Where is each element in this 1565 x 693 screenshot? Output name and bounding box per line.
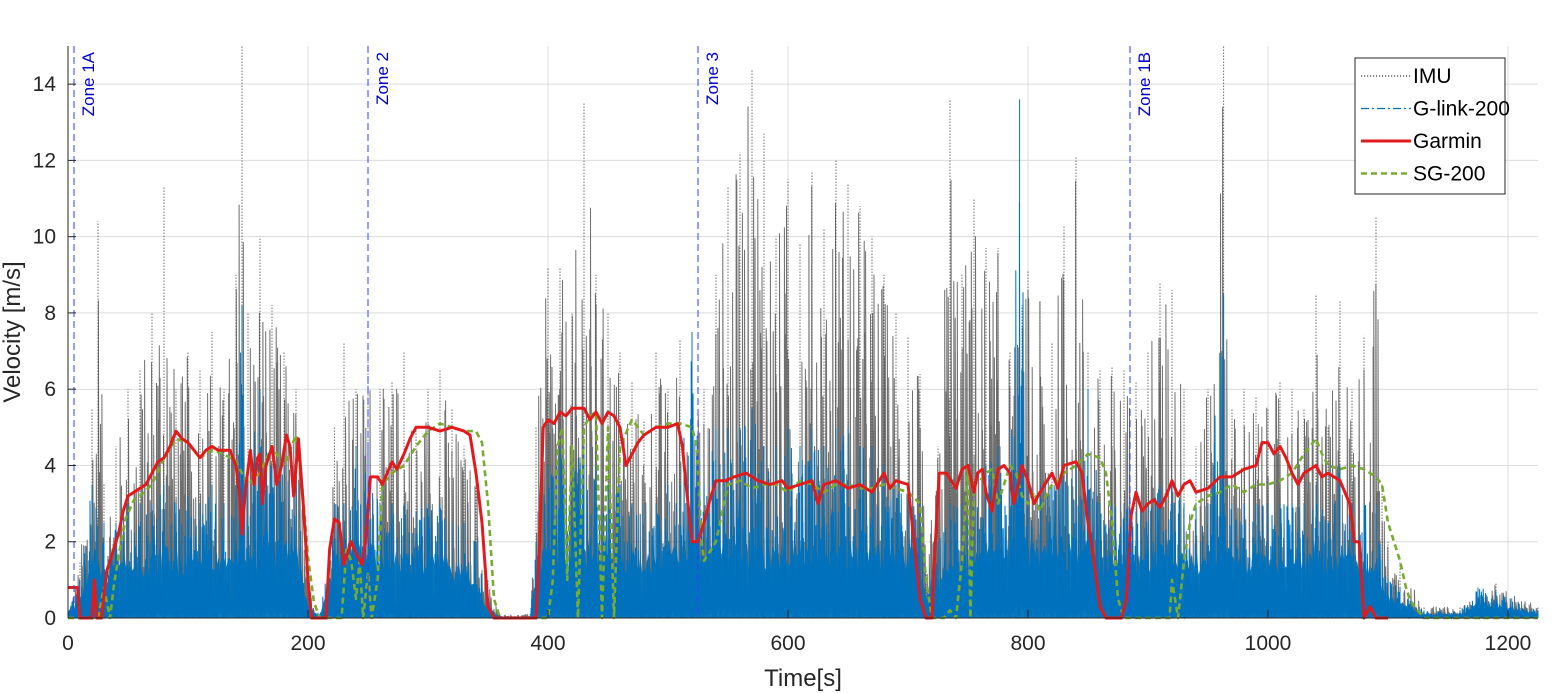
zone-label: Zone 1A	[79, 51, 98, 116]
legend-entry: G-link-200	[1413, 98, 1510, 121]
x-tick-label: 1000	[1245, 632, 1292, 655]
x-tick-label: 0	[62, 632, 74, 655]
y-axis-label: Velocity [m/s]	[0, 261, 26, 402]
y-tick-label: 14	[33, 73, 57, 96]
zone-label: Zone 3	[703, 52, 722, 105]
legend-entry: Garmin	[1413, 130, 1482, 153]
zone-markers: Zone 1A Zone 2 Zone 3 Zone 1B	[73, 46, 1154, 618]
x-axis-label: Time[s]	[764, 665, 842, 692]
zone-label: Zone 2	[373, 52, 392, 105]
garmin-line	[68, 406, 1388, 620]
y-tick-label: 10	[33, 226, 56, 249]
x-tick-label: 1200	[1485, 632, 1532, 655]
x-tick-label: 600	[770, 632, 805, 655]
x-tick-label: 800	[1010, 632, 1045, 655]
legend-box	[1354, 57, 1506, 195]
legend: IMU G-link-200 Garmin SG-200	[1354, 57, 1510, 195]
axes: 0 200 400 600 800 1000 1200 0 2 4 6 8 10 12 14	[33, 46, 1538, 655]
y-tick-label: 4	[44, 454, 56, 477]
y-tick-label: 0	[44, 607, 56, 630]
y-tick-label: 12	[33, 149, 56, 172]
y-tick-label: 2	[44, 531, 56, 554]
grid	[67, 46, 1538, 619]
x-tick-label: 200	[290, 632, 325, 655]
y-tick-label: 8	[44, 302, 56, 325]
zone-label: Zone 1B	[1135, 52, 1154, 116]
legend-entry: SG-200	[1413, 163, 1485, 186]
x-tick-label: 400	[530, 632, 565, 655]
legend-entry: IMU	[1413, 65, 1452, 88]
y-tick-label: 6	[44, 378, 56, 401]
